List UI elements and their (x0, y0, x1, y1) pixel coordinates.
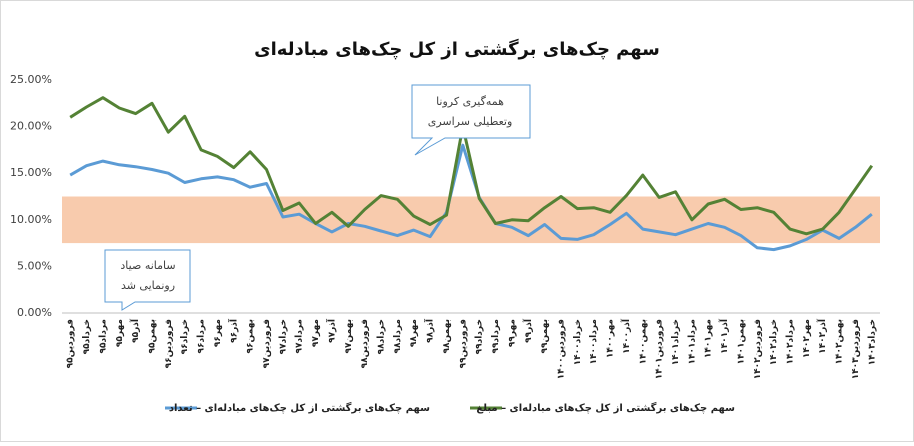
x-tick-label: آذر۹۵ (129, 318, 141, 343)
x-tick-label: مرداد۹۹ (491, 319, 501, 354)
x-tick-label: مرداد۹۸ (393, 319, 403, 354)
x-tick-label: خرداد۱۴۰۰ (573, 319, 583, 365)
annotation: همه‌گیری کرونا (436, 95, 504, 108)
x-tick-label: مرداد۱۴۰۰ (589, 319, 599, 364)
x-tick-label: مرداد۹۶ (197, 319, 207, 354)
x-tick-label: فروردین۹۵ (66, 319, 76, 368)
x-tick-label: مهر۹۹ (507, 319, 517, 347)
x-tick-label: فروردین۱۴۰۲ (753, 319, 763, 379)
series-line (69, 143, 873, 252)
callout-corona: همه‌گیری کرونا وتعطیلی سراسری (411, 84, 531, 156)
x-tick-label: آذر۱۴۰۰ (620, 318, 632, 354)
x-tick-label: مهر۱۴۰۲ (802, 319, 812, 358)
x-tick-label: خرداد۹۹ (475, 319, 485, 354)
x-tick-label: آذر۹۸ (424, 318, 436, 343)
x-tick-label: مرداد۹۵ (98, 319, 108, 354)
x-tick-label: فروردین۹۷ (262, 319, 272, 368)
x-tick-label: فروردین۹۹ (458, 319, 468, 368)
band (62, 196, 880, 244)
x-tick-label: خرداد۹۵ (82, 319, 92, 354)
y-tick-label: 5.00% (17, 259, 52, 272)
x-tick-label: آذر۹۷ (325, 318, 337, 343)
x-tick-label: آذر۹۹ (522, 318, 534, 343)
x-tick-label: بهمن۹۹ (540, 319, 550, 353)
x-tick-label: مرداد۱۴۰۱ (687, 319, 697, 364)
x-tick-label: بهمن۹۸ (442, 319, 452, 353)
y-tick-label: 0.00% (17, 306, 52, 319)
x-tick-label: مهر۹۸ (409, 319, 419, 347)
x-tick-label: آذر۱۴۰۱ (718, 318, 730, 354)
callout-sayad: سامانه صیاد رونمایی شد (104, 249, 191, 311)
x-tick-label: بهمن۹۷ (344, 319, 354, 353)
x-tick-label: فروردین۱۴۰۰ (556, 319, 566, 379)
x-tick-label: آذر۹۶ (227, 318, 239, 343)
x-tick-label: فروردین۱۴۰۳ (851, 319, 861, 379)
x-tick-label: فروردین۹۶ (164, 319, 174, 368)
x-tick-label: خرداد۹۷ (278, 319, 288, 354)
x-tick-label: بهمن۱۴۰۱ (736, 319, 746, 364)
annotation: سامانه صیاد (120, 259, 175, 272)
x-tick-label: مهر۹۶ (213, 319, 223, 347)
x-tick-label: مهر۱۴۰۰ (606, 319, 616, 358)
legend-label: سهم چک‌های برگشتی از کل چک‌های مبادله‌ای… (169, 401, 430, 414)
x-tick-label: فروردین۱۴۰۱ (655, 319, 665, 379)
x-tick-label: بهمن۹۵ (147, 319, 157, 353)
x-tick-label: مهر۹۷ (311, 319, 321, 347)
x-tick-label: بهمن۱۴۰۰ (638, 319, 648, 364)
x-tick-label: خرداد۱۴۰۲ (769, 319, 779, 365)
y-tick-label: 20.00% (10, 120, 52, 133)
x-tick-label: مهر۱۴۰۱ (704, 319, 714, 358)
annotation: رونمایی شد (121, 279, 175, 292)
legend-label: سهم چک‌های برگشتی از کل چک‌های مبادله‌ای… (476, 401, 735, 414)
annotation: وتعطیلی سراسری (428, 115, 513, 128)
y-tick-label: 10.00% (10, 213, 52, 226)
x-tick-label: خرداد۹۸ (377, 319, 387, 354)
chart-title: سهم چک‌های برگشتی از کل چک‌های مبادله‌ای (254, 38, 660, 60)
x-tick-label: فروردین۹۸ (360, 319, 370, 368)
x-tick-label: آذر۱۴۰۲ (816, 318, 828, 354)
x-tick-label: مرداد۹۷ (295, 319, 305, 354)
x-tick-label: مهر۹۵ (115, 319, 125, 347)
x-tick-label: خرداد۹۶ (180, 319, 190, 354)
x-tick-label: بهمن۱۴۰۲ (835, 319, 845, 364)
y-tick-label: 25.00% (10, 73, 52, 86)
x-tick-label: خرداد۱۴۰۳ (867, 319, 877, 365)
x-tick-label: خرداد۱۴۰۱ (671, 319, 681, 365)
y-tick-label: 15.00% (10, 166, 52, 179)
x-tick-label: مرداد۱۴۰۲ (786, 319, 796, 364)
series-line (69, 96, 874, 236)
x-tick-label: بهمن۹۶ (246, 319, 256, 353)
